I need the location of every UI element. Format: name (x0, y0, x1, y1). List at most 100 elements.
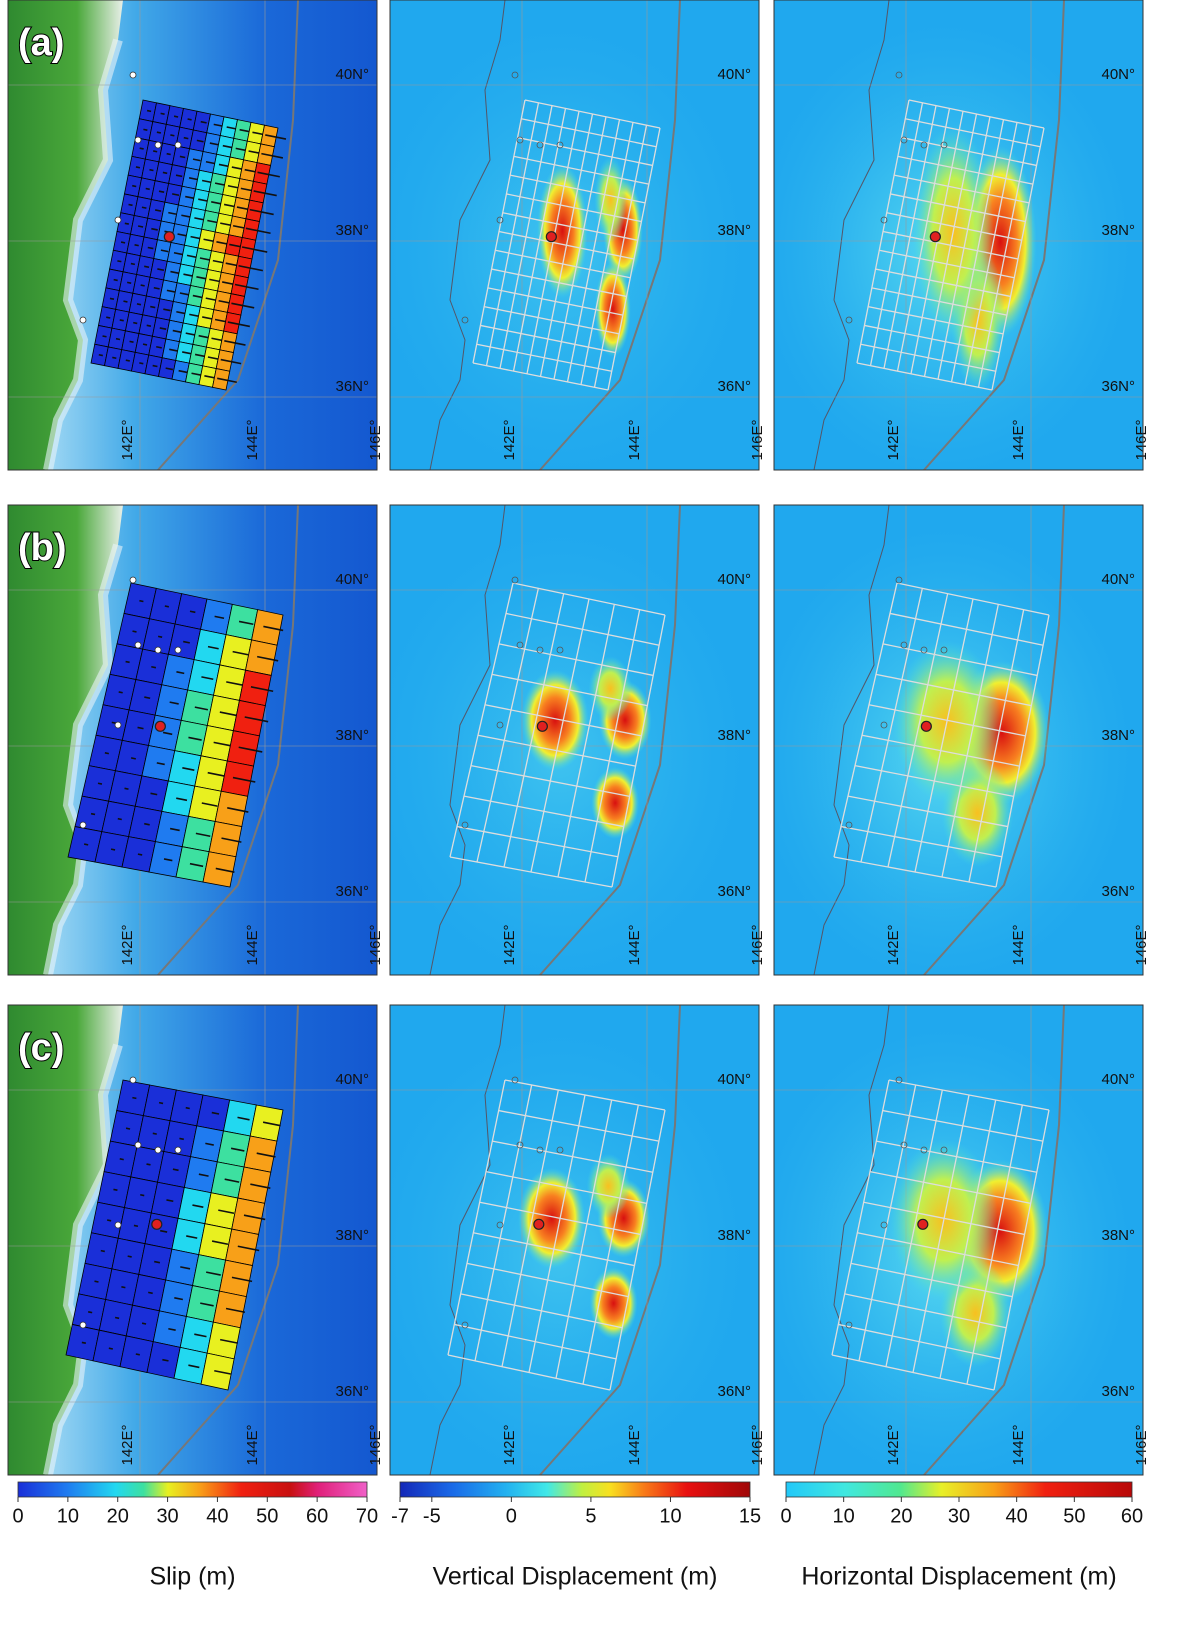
slip-arrow (161, 113, 165, 114)
epicenter (534, 1219, 544, 1229)
latitude-label: 38N° (717, 1227, 751, 1244)
slip-arrow (121, 242, 125, 243)
slip-arrow (88, 1312, 92, 1313)
map-panel: 40N°38N°36N°142E°144E°146E° (370, 1005, 770, 1485)
longitude-label: 146E° (749, 924, 766, 965)
colorbar-title: Vertical Displacement (m) (433, 1563, 718, 1591)
latitude-label: 40N° (1101, 66, 1135, 83)
slip-arrow (139, 601, 143, 602)
map (754, 0, 1154, 480)
colorbar-tick-label: -7 (391, 1505, 409, 1527)
station (155, 142, 161, 148)
longitude-label: 142E° (501, 1424, 518, 1465)
map-panel: 40N°38N°36N°142E°144E°146E°(a) (8, 0, 388, 470)
slip-arrow (136, 167, 140, 168)
longitude-label: 146E° (1133, 924, 1150, 965)
map-panel: 40N°38N°36N°142E°144E°146E°(c) (8, 1005, 388, 1475)
displacement-blob (594, 156, 626, 242)
map (370, 1005, 770, 1485)
latitude-label: 36N° (335, 1383, 369, 1400)
slip-arrow (144, 266, 149, 267)
slip-arrow (128, 1256, 132, 1257)
colorbar-tick-label: 0 (506, 1505, 517, 1527)
slip-arrow (99, 355, 103, 356)
latitude-label: 40N° (717, 66, 751, 83)
slip-arrow (134, 1225, 138, 1226)
station (80, 1322, 86, 1328)
colorbar-tick-label: 40 (206, 1505, 228, 1527)
longitude-label: 144E° (626, 419, 643, 460)
slip-arrow (103, 336, 107, 337)
slip-arrow (125, 223, 129, 224)
map-panel: 40N°38N°36N°142E°144E°146E°(b) (8, 505, 388, 975)
map (8, 0, 388, 470)
slip-arrow (148, 247, 154, 248)
station (135, 1142, 141, 1148)
latitude-label: 36N° (335, 883, 369, 900)
slip-arrow (159, 1103, 163, 1104)
latitude-label: 38N° (1101, 222, 1135, 239)
colorbars: 010203040506070Slip (m)-7-5051015Vertica… (12, 1482, 1143, 1591)
epicenter (152, 1219, 162, 1229)
slip-arrow (115, 1318, 119, 1319)
map-panel: 40N°38N°36N°142E°144E°146E° (754, 505, 1154, 985)
latitude-label: 40N° (1101, 571, 1135, 588)
station (135, 137, 141, 143)
colorbar-tick-label: 70 (356, 1505, 378, 1527)
map (8, 1005, 388, 1475)
figure: 40N°38N°36N°142E°144E°146E°(a)40N°38N°36… (0, 0, 1200, 1633)
slip-arrow (147, 1164, 151, 1165)
slip-arrow (112, 722, 116, 723)
colorbar-tick-label: 60 (1121, 1505, 1143, 1527)
slip-arrow (105, 753, 109, 754)
map-panel: 40N°38N°36N°142E°144E°146E° (370, 0, 770, 480)
colorbar-title: Horizontal Displacement (m) (801, 1563, 1116, 1591)
station (135, 642, 141, 648)
longitude-label: 146E° (367, 1424, 384, 1465)
slip-arrow (112, 357, 116, 358)
displacement-blob (595, 261, 631, 357)
latitude-label: 38N° (335, 727, 369, 744)
slip-arrow (123, 301, 127, 302)
slip-arrow (148, 1292, 152, 1293)
slip-arrow (158, 636, 162, 637)
slip-arrow (125, 788, 129, 789)
slip-arrow (184, 138, 189, 139)
map-panel: 40N°38N°36N°142E°144E°146E° (370, 505, 770, 985)
latitude-label: 38N° (335, 222, 369, 239)
longitude-label: 146E° (749, 1424, 766, 1465)
station (130, 577, 136, 583)
longitude-label: 142E° (885, 1424, 902, 1465)
slip-arrow (153, 1133, 157, 1134)
station (130, 72, 136, 78)
station (175, 142, 181, 148)
slip-arrow (138, 854, 142, 855)
slip-arrow (127, 282, 131, 283)
slip-arrow (98, 783, 102, 784)
epicenter (537, 721, 547, 731)
map (370, 0, 770, 480)
colorbar-tick-label: 0 (12, 1505, 23, 1527)
slip-arrow (132, 186, 136, 187)
slip-arrow (126, 1128, 130, 1129)
slip-arrow (144, 824, 149, 825)
longitude-label: 142E° (885, 924, 902, 965)
latitude-label: 38N° (1101, 1227, 1135, 1244)
slip-arrow (139, 363, 143, 364)
slip-arrow (138, 226, 143, 227)
row-label: (c) (18, 1027, 64, 1069)
colorbar-tick-label: 30 (156, 1505, 178, 1527)
colorbar-tick-label: -5 (423, 1505, 441, 1527)
slip-arrow (133, 323, 137, 324)
slip-arrow (142, 1323, 146, 1324)
colorbar (400, 1482, 750, 1497)
station (115, 722, 121, 728)
station (155, 1147, 161, 1153)
epicenter (921, 721, 931, 731)
row-label: (a) (18, 22, 64, 64)
map-panels: 40N°38N°36N°142E°144E°146E°(a)40N°38N°36… (8, 0, 1154, 1485)
latitude-label: 38N° (1101, 727, 1135, 744)
longitude-label: 146E° (367, 924, 384, 965)
slip-arrow (186, 1108, 190, 1109)
colorbar (18, 1482, 367, 1497)
